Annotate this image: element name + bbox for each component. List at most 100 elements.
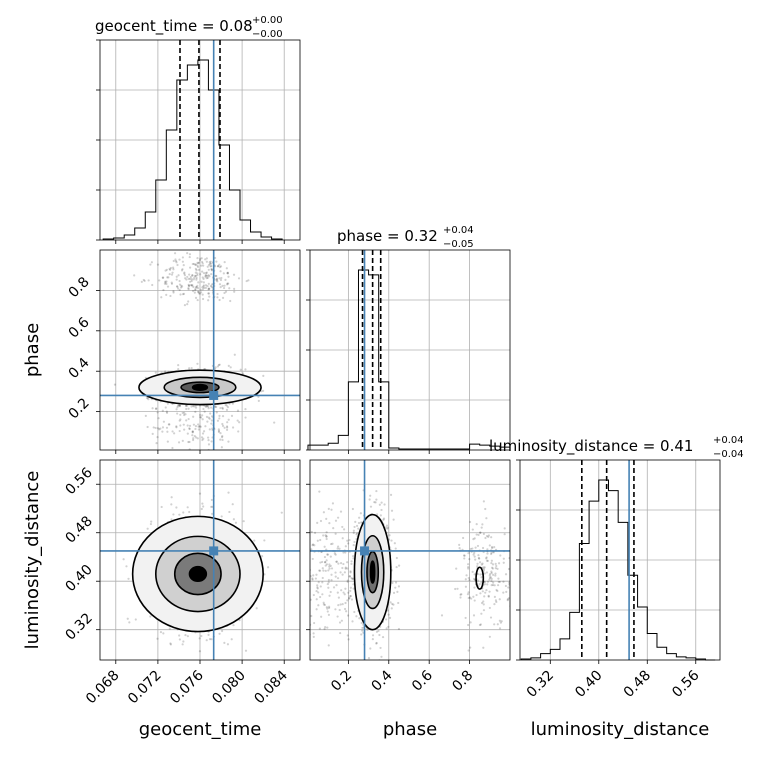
sample-point (175, 506, 178, 509)
sample-point (322, 601, 325, 604)
sample-point (179, 451, 181, 453)
sample-point (348, 597, 351, 600)
sample-point (197, 451, 199, 453)
sample-point (217, 429, 221, 432)
sample-point (237, 430, 240, 433)
sample-point (351, 507, 354, 511)
sample-point (230, 414, 234, 417)
sample-point (201, 270, 204, 273)
sample-point (207, 292, 210, 295)
sample-point (202, 505, 205, 508)
sample-point (232, 273, 236, 276)
sample-point (195, 278, 198, 281)
sample-point (334, 575, 337, 578)
sample-point (346, 579, 349, 582)
title-luminosity-distance-minus: −0.04 (713, 449, 744, 460)
sample-point (187, 287, 190, 290)
sample-point (498, 580, 501, 584)
hist-luminosity-distance-panel (516, 459, 721, 664)
contour-line (191, 383, 209, 392)
sample-point (346, 580, 349, 583)
sample-point (207, 405, 210, 408)
sample-point (339, 603, 342, 606)
sample-point (315, 598, 318, 601)
sample-point (219, 270, 222, 273)
sample-point (181, 411, 184, 415)
sample-point (169, 266, 173, 270)
sample-point (336, 615, 339, 618)
sample-point (175, 285, 179, 288)
sample-point (215, 405, 218, 409)
sample-point (179, 418, 182, 421)
sample-point (351, 620, 354, 623)
sample-point (486, 559, 489, 562)
sample-point (480, 612, 483, 615)
sample-point (485, 556, 488, 559)
sample-point (198, 637, 201, 640)
sample-point (194, 296, 198, 299)
sample-point (193, 291, 196, 294)
sample-point (324, 561, 327, 564)
sample-point (487, 595, 490, 598)
sample-point (369, 647, 372, 650)
sample-point (168, 627, 171, 630)
sample-point (492, 573, 495, 576)
sample-point (231, 402, 235, 405)
sample-point (510, 531, 512, 533)
sample-point (179, 413, 182, 416)
sample-point (169, 268, 172, 271)
sample-point (164, 280, 167, 283)
sample-point (486, 552, 489, 555)
sample-point (207, 299, 210, 302)
sample-point (497, 580, 500, 584)
sample-point (207, 288, 210, 291)
sample-point (490, 571, 493, 575)
sample-point (227, 282, 230, 285)
sample-point (360, 633, 363, 636)
sample-point (377, 629, 380, 633)
sample-point (209, 265, 212, 268)
sample-point (262, 374, 265, 377)
sample-point (214, 405, 217, 409)
x-tick-label: 0.4 (369, 667, 396, 694)
sample-point (186, 404, 189, 407)
axes-frame (99, 249, 301, 451)
contour-line (138, 369, 262, 406)
sample-point (311, 544, 314, 547)
sample-point (209, 284, 212, 287)
sample-point (205, 257, 208, 260)
sample-point (327, 613, 330, 616)
sample-point (175, 275, 178, 278)
sample-point (214, 256, 217, 260)
sample-point (224, 290, 228, 293)
sample-point (214, 455, 216, 457)
sample-point (357, 521, 361, 525)
sample-point (321, 581, 324, 584)
sample-point (206, 420, 209, 423)
sample-point (344, 567, 347, 570)
y-tick-label: 0.8 (66, 274, 93, 301)
sample-point (307, 590, 309, 592)
y-axis-label-phase: phase (22, 323, 43, 377)
sample-point (155, 442, 158, 445)
sample-point (219, 286, 222, 289)
sample-point (321, 560, 324, 564)
sample-point (206, 276, 209, 279)
sample-point (186, 635, 189, 638)
sample-point (244, 368, 247, 371)
contour-line (360, 534, 385, 610)
sample-point (375, 498, 378, 501)
sample-point (486, 548, 489, 551)
sample-point (318, 569, 321, 572)
gridlines (100, 40, 300, 240)
sample-point (498, 627, 502, 630)
sample-point (180, 285, 184, 288)
sample-point (494, 562, 497, 565)
sample-point (215, 260, 218, 263)
sample-point (215, 411, 218, 414)
contour-line (353, 513, 392, 631)
sample-point (341, 525, 344, 529)
sample-point (327, 507, 330, 510)
sample-point (473, 599, 476, 602)
